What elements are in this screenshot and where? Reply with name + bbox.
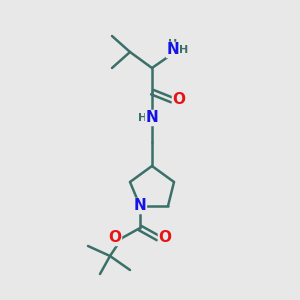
Text: H: H [179, 45, 189, 55]
Text: N: N [134, 199, 146, 214]
Text: O: O [109, 230, 122, 245]
Text: N: N [146, 110, 158, 125]
Text: O: O [172, 92, 185, 107]
Text: N: N [167, 43, 179, 58]
Text: H: H [138, 113, 148, 123]
Text: O: O [158, 230, 172, 245]
Text: H: H [168, 39, 178, 49]
